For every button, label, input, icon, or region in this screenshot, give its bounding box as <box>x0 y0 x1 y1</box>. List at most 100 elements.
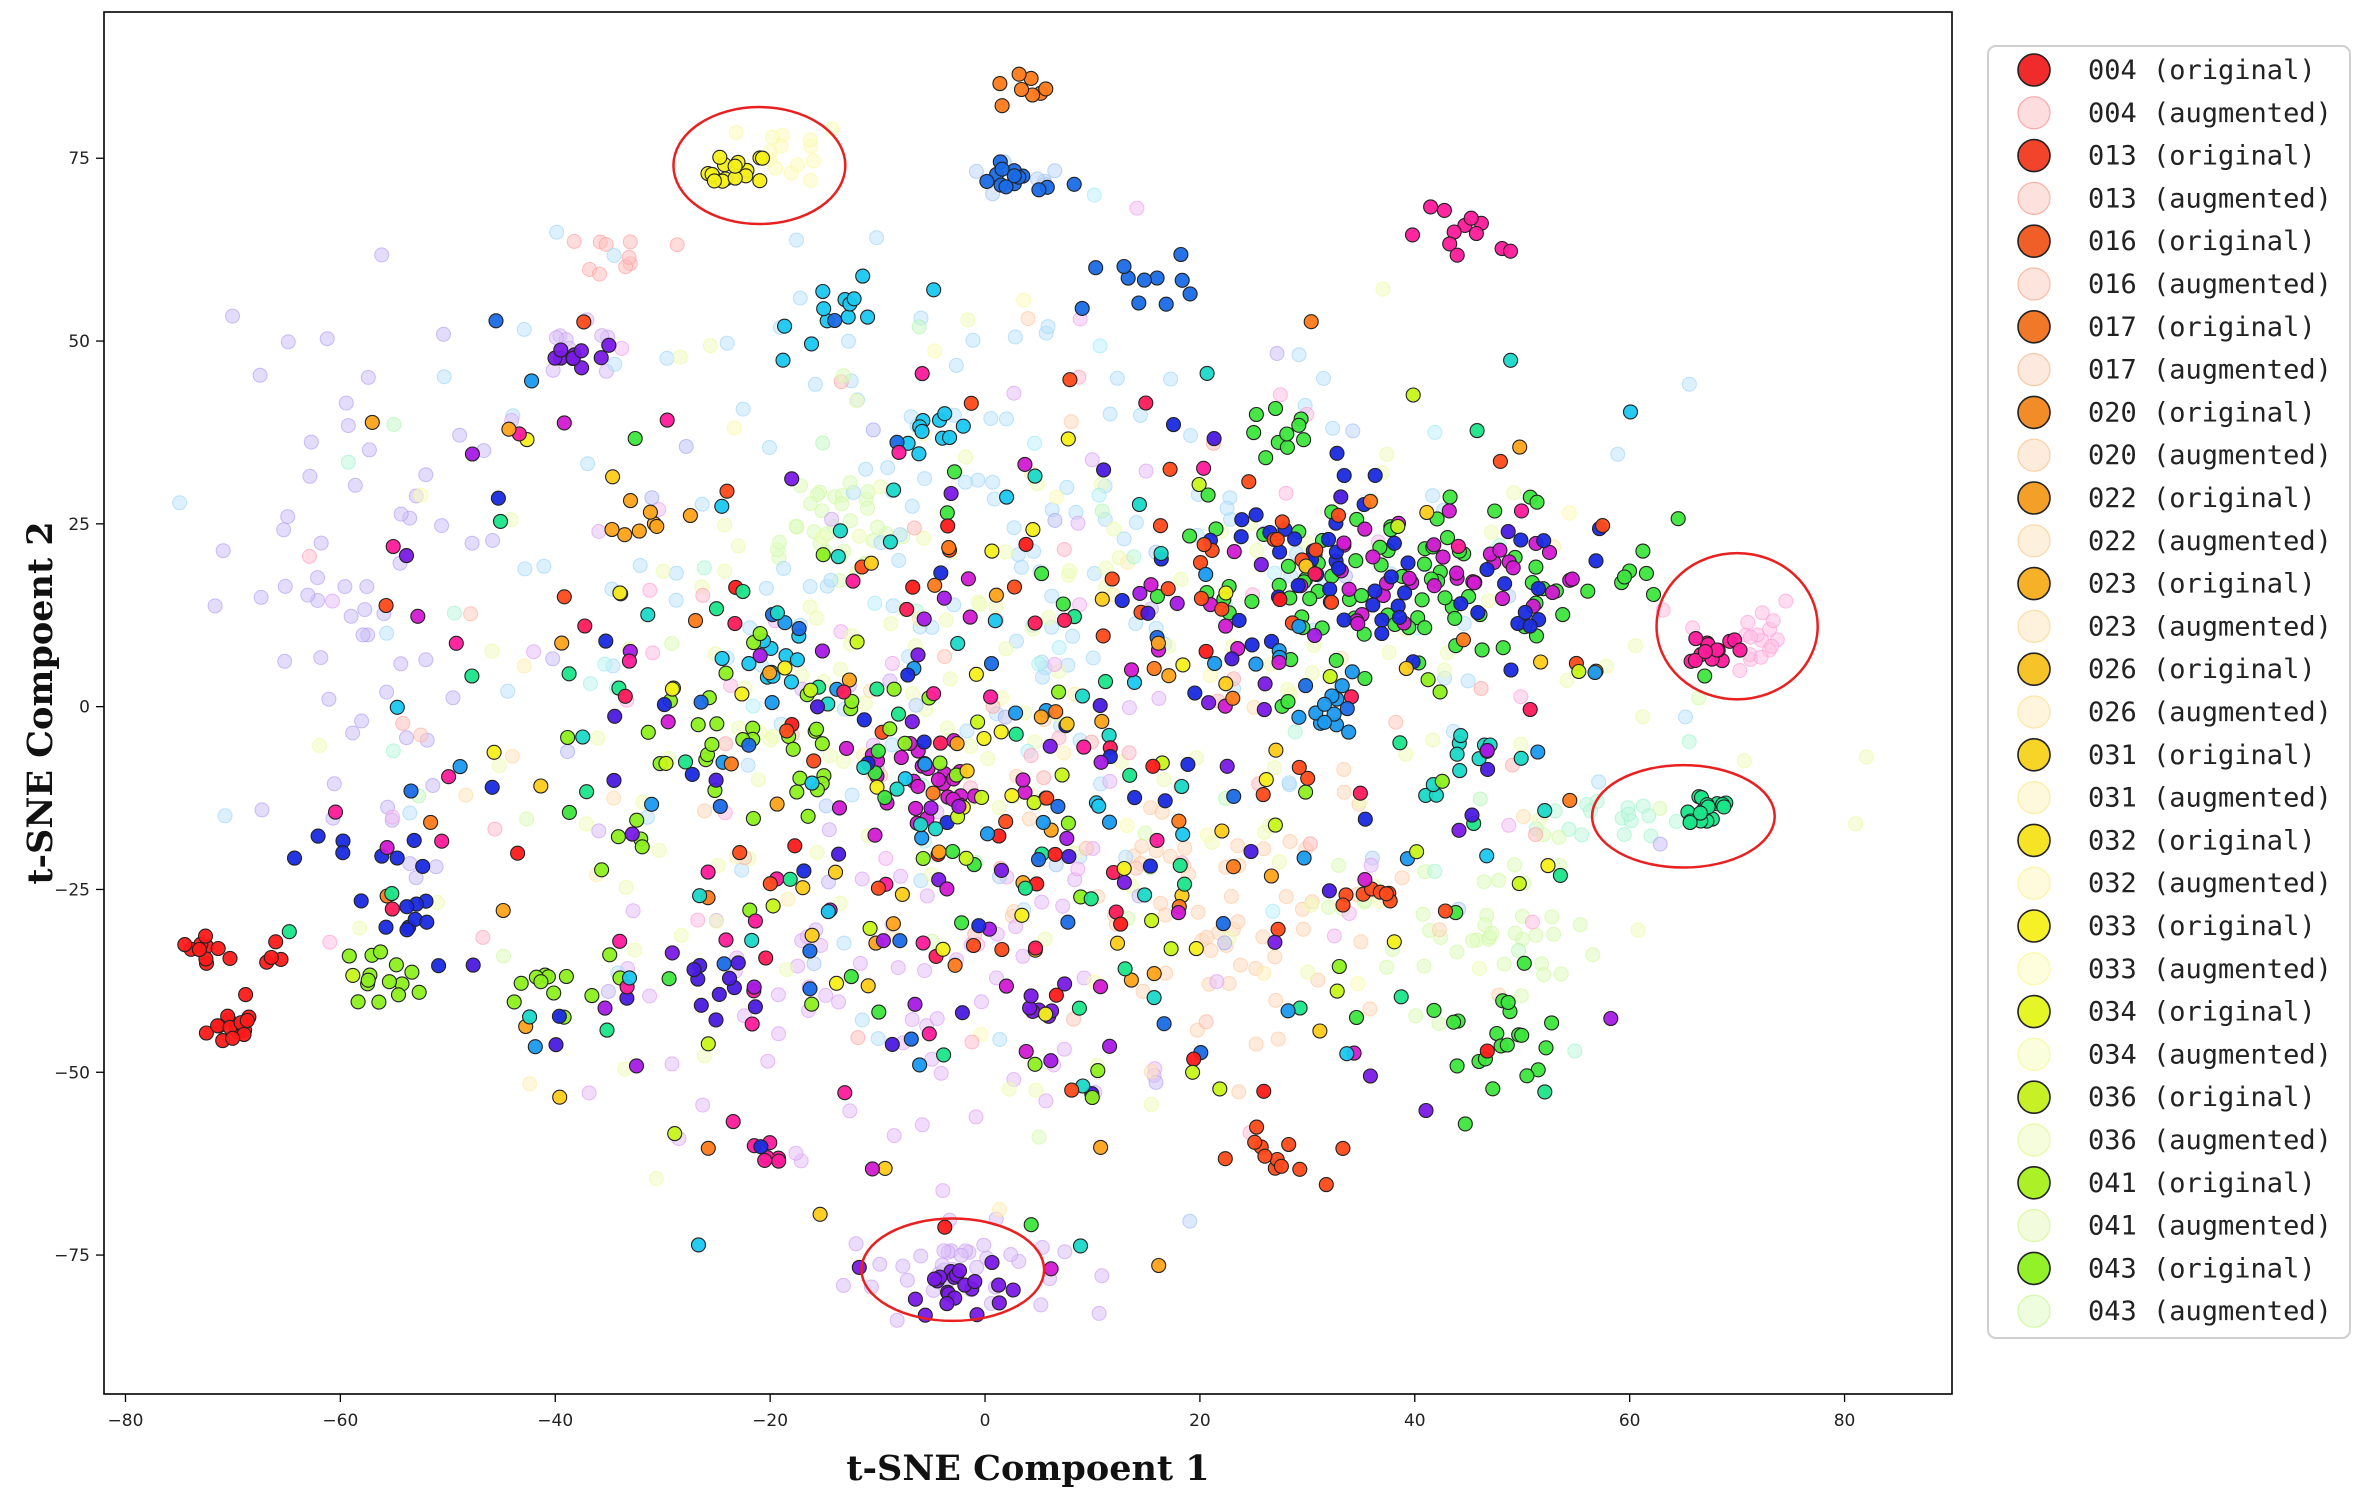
data-point-augmented <box>1028 1082 1044 1098</box>
data-point-original <box>804 927 820 943</box>
data-point-augmented <box>1109 370 1125 386</box>
legend-label: 034 (augmented) <box>2088 1039 2332 1070</box>
data-point-original <box>1316 696 1333 712</box>
data-point-original <box>1513 503 1530 519</box>
data-point-augmented <box>597 656 613 672</box>
data-point-augmented <box>695 1097 711 1113</box>
data-point-original <box>744 1016 760 1032</box>
data-point-original <box>1017 456 1033 472</box>
data-point-original <box>1437 590 1453 606</box>
plot-area: −80 −60 −40 −20 0 20 40 60 80 −75 −50 −25 0 25 50 75 t-S… <box>20 11 1953 1489</box>
data-point-augmented <box>1056 542 1072 557</box>
data-point-augmented <box>591 823 607 839</box>
data-point-original <box>1173 246 1189 263</box>
data-point-original <box>951 798 967 814</box>
data-point-original <box>238 987 254 1003</box>
data-point-augmented <box>1574 827 1590 843</box>
data-point-original <box>1248 406 1264 423</box>
data-point-augmented <box>549 224 565 240</box>
data-point-original <box>1060 914 1076 930</box>
data-point-original <box>524 373 540 389</box>
data-point-augmented <box>1610 446 1626 462</box>
data-point-original <box>1169 595 1185 611</box>
legend-label: 041 (augmented) <box>2088 1211 2332 1242</box>
data-point-augmented <box>516 321 532 337</box>
data-point-augmented <box>303 434 319 450</box>
legend-label: 022 (augmented) <box>2088 526 2332 557</box>
data-point-original <box>719 483 735 499</box>
data-point-original <box>488 313 504 329</box>
data-point-original <box>816 301 832 317</box>
data-point-augmented <box>998 641 1014 657</box>
data-point-original <box>1023 988 1039 1004</box>
data-point-original <box>561 804 577 820</box>
data-point-augmented <box>1668 813 1684 829</box>
y-tick-label: 0 <box>79 698 90 718</box>
legend-marker <box>2017 1037 2051 1072</box>
data-point-augmented <box>1134 838 1150 854</box>
data-point-original <box>1386 535 1402 551</box>
data-point-original <box>1316 714 1333 730</box>
data-point-original <box>1074 300 1090 316</box>
data-point-augmented <box>359 579 375 595</box>
data-point-original <box>607 708 623 724</box>
data-point-original <box>1163 941 1179 957</box>
data-point-augmented <box>1506 485 1522 501</box>
data-point-original <box>384 886 400 902</box>
data-point-original <box>988 587 1004 603</box>
data-point-original <box>441 769 457 785</box>
data-point-original <box>999 489 1015 505</box>
data-point-original <box>855 268 871 284</box>
data-point-original <box>1054 767 1070 783</box>
data-point-original <box>1281 1136 1297 1153</box>
data-point-original <box>914 423 930 439</box>
data-point-augmented <box>1528 927 1544 943</box>
data-point-augmented <box>1223 888 1239 904</box>
data-point-augmented <box>835 754 851 769</box>
data-point-original <box>1587 664 1603 681</box>
data-point-original <box>998 814 1014 830</box>
data-point-original <box>1303 314 1319 330</box>
data-point-original <box>814 736 830 752</box>
data-point-original <box>936 590 952 606</box>
data-point-augmented <box>618 879 634 895</box>
data-point-original <box>371 994 387 1010</box>
data-point-original <box>949 736 965 752</box>
data-point-augmented <box>1078 840 1094 856</box>
data-point-original <box>1123 972 1139 988</box>
data-point-original <box>782 871 798 887</box>
data-point-augmented <box>280 334 296 350</box>
data-point-original <box>1257 1148 1273 1164</box>
data-point-original <box>886 681 902 697</box>
data-point-original <box>708 1012 724 1028</box>
data-point-original <box>1035 814 1051 830</box>
data-point-original <box>921 1026 937 1042</box>
data-point-augmented <box>500 683 516 699</box>
data-point-augmented <box>385 743 401 759</box>
data-point-original <box>1196 537 1212 553</box>
data-point-original <box>1047 846 1063 862</box>
data-point-augmented <box>854 1012 870 1028</box>
data-point-original <box>754 150 771 166</box>
data-point-augmented <box>1394 870 1410 886</box>
data-point-augmented <box>1291 347 1307 363</box>
data-point-original <box>932 755 948 771</box>
data-point-original <box>954 915 970 931</box>
data-point-original <box>513 975 529 991</box>
data-point-original <box>605 469 621 485</box>
data-point-original <box>752 173 768 189</box>
data-point-original <box>795 880 811 896</box>
data-point-original <box>1479 561 1495 578</box>
data-point-original <box>709 716 725 732</box>
data-point-original <box>814 643 830 659</box>
data-point-augmented <box>1021 811 1037 827</box>
data-point-original <box>1497 576 1513 592</box>
data-point-original <box>617 527 633 543</box>
data-point-original <box>998 978 1014 994</box>
data-point-augmented <box>485 533 501 548</box>
data-point-augmented <box>917 471 933 487</box>
data-point-augmented <box>1375 281 1391 297</box>
data-point-augmented <box>215 543 231 559</box>
legend-label: 031 (augmented) <box>2088 783 2332 814</box>
data-point-original <box>1006 168 1022 184</box>
